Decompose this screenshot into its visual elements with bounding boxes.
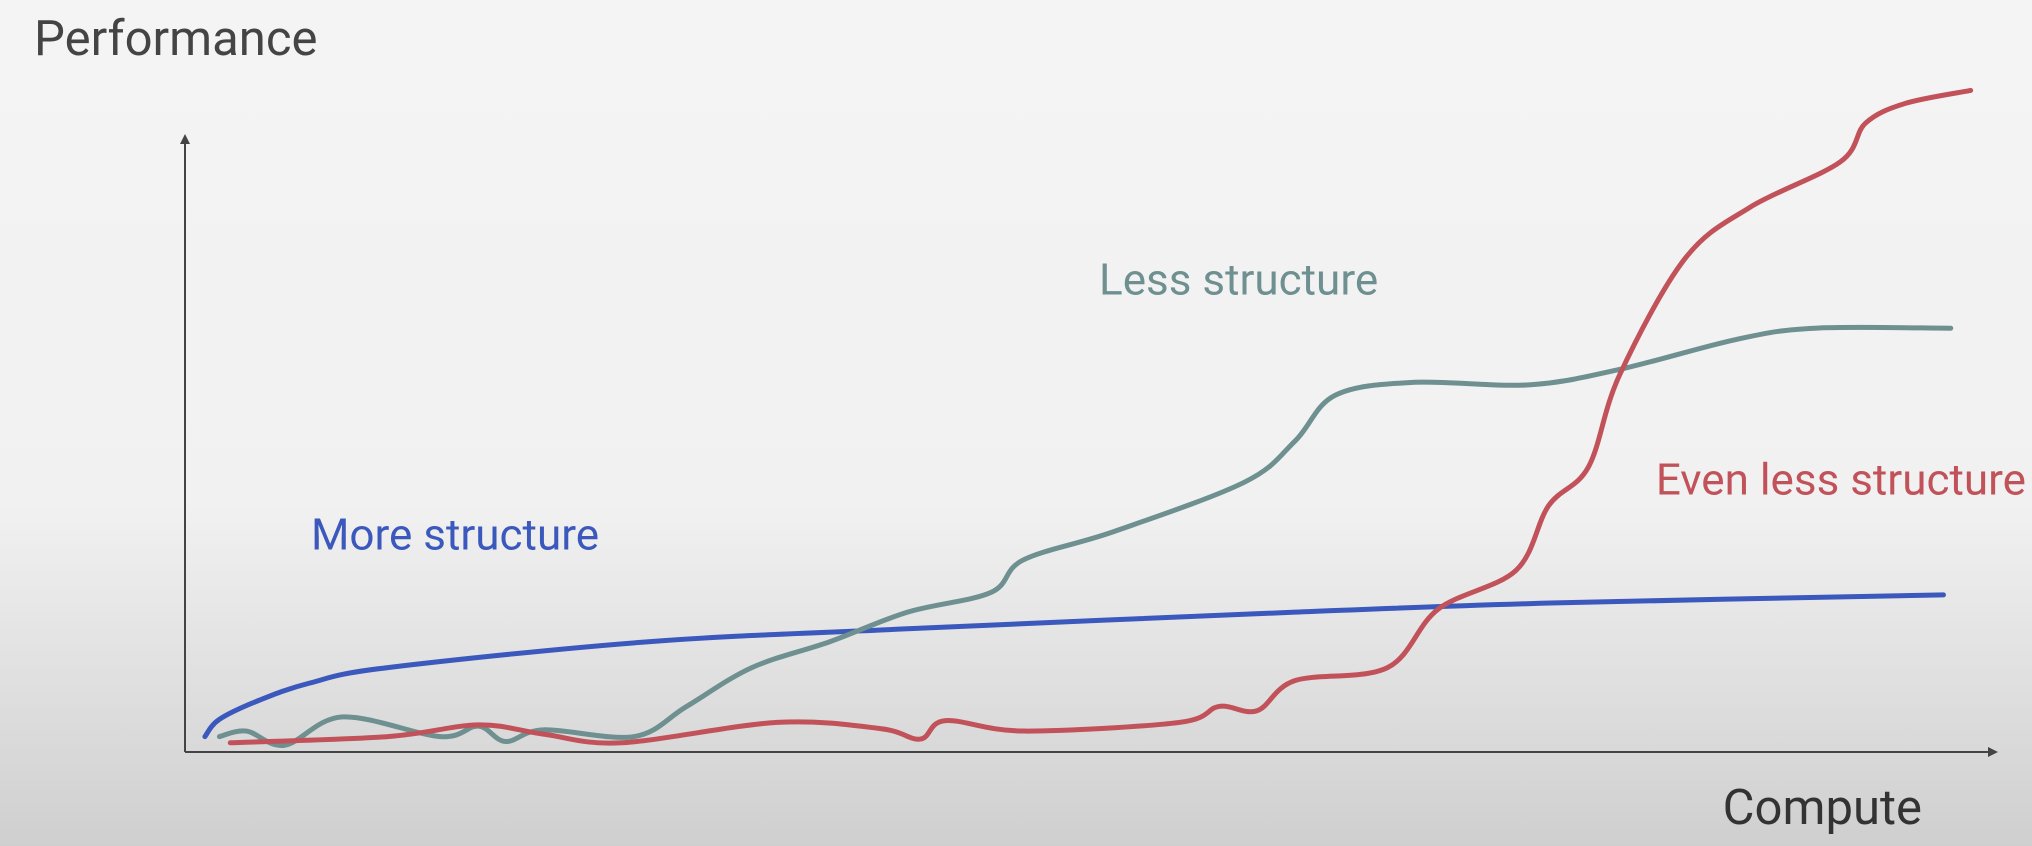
series-label: More structure [311, 509, 599, 561]
x-axis-title: Compute [1723, 779, 1922, 836]
series-line [227, 87, 1974, 746]
y-axis-title: Performance [34, 10, 317, 67]
series-line [216, 324, 1954, 748]
series-label: Less structure [1099, 254, 1378, 306]
series-line [202, 592, 1946, 740]
series-label: Even less structure [1656, 454, 2026, 506]
